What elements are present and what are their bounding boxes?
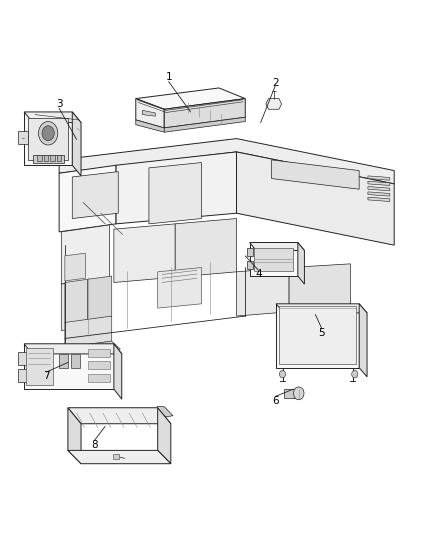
Polygon shape: [359, 304, 367, 377]
Polygon shape: [237, 152, 394, 245]
Polygon shape: [71, 354, 80, 368]
Polygon shape: [68, 450, 171, 464]
Polygon shape: [116, 152, 237, 224]
Text: 8: 8: [91, 440, 98, 450]
Polygon shape: [368, 176, 390, 180]
Polygon shape: [24, 112, 81, 123]
Polygon shape: [298, 243, 304, 284]
Polygon shape: [164, 117, 245, 132]
Polygon shape: [114, 224, 175, 282]
Polygon shape: [276, 304, 367, 313]
Polygon shape: [24, 112, 72, 165]
Circle shape: [42, 126, 54, 141]
Circle shape: [39, 122, 58, 145]
Polygon shape: [33, 155, 64, 163]
Polygon shape: [88, 374, 110, 382]
Polygon shape: [136, 99, 164, 128]
Polygon shape: [164, 99, 245, 128]
Polygon shape: [18, 352, 28, 365]
Polygon shape: [142, 110, 155, 116]
Polygon shape: [28, 118, 68, 160]
Polygon shape: [368, 187, 390, 191]
Polygon shape: [276, 304, 359, 368]
Polygon shape: [284, 389, 298, 398]
Polygon shape: [24, 344, 122, 354]
Polygon shape: [65, 316, 112, 348]
Text: 5: 5: [318, 328, 325, 338]
Text: 3: 3: [56, 99, 63, 109]
Polygon shape: [61, 225, 110, 284]
Polygon shape: [88, 349, 110, 357]
Polygon shape: [88, 276, 112, 320]
Polygon shape: [158, 268, 201, 308]
Polygon shape: [368, 192, 390, 196]
Polygon shape: [44, 155, 48, 161]
Polygon shape: [149, 163, 201, 224]
Circle shape: [352, 370, 358, 378]
Polygon shape: [65, 279, 88, 323]
Polygon shape: [68, 408, 81, 464]
Polygon shape: [158, 408, 171, 464]
Polygon shape: [61, 277, 110, 330]
Polygon shape: [50, 155, 55, 161]
Polygon shape: [136, 120, 164, 132]
Text: 2: 2: [272, 78, 279, 87]
Polygon shape: [72, 172, 118, 219]
Polygon shape: [24, 344, 114, 389]
Text: 4: 4: [255, 270, 262, 279]
Polygon shape: [272, 160, 359, 189]
Polygon shape: [136, 88, 245, 109]
Polygon shape: [72, 112, 81, 176]
Polygon shape: [26, 348, 53, 385]
Polygon shape: [368, 181, 390, 185]
Polygon shape: [250, 243, 298, 276]
Polygon shape: [247, 261, 253, 269]
Polygon shape: [279, 306, 356, 364]
Polygon shape: [65, 253, 85, 281]
Polygon shape: [266, 99, 282, 109]
Polygon shape: [65, 341, 120, 356]
Polygon shape: [254, 248, 293, 271]
Polygon shape: [18, 131, 28, 144]
Text: 1: 1: [165, 72, 172, 82]
Polygon shape: [157, 407, 173, 417]
Circle shape: [279, 370, 286, 378]
Polygon shape: [368, 197, 390, 201]
Polygon shape: [247, 248, 253, 256]
Polygon shape: [57, 155, 61, 161]
Polygon shape: [113, 454, 119, 459]
Polygon shape: [59, 354, 68, 368]
Polygon shape: [114, 344, 122, 399]
Polygon shape: [289, 264, 350, 313]
Text: 7: 7: [42, 371, 49, 381]
Polygon shape: [88, 361, 110, 369]
Polygon shape: [59, 165, 116, 232]
Polygon shape: [175, 219, 237, 277]
Circle shape: [293, 387, 304, 400]
Polygon shape: [37, 155, 42, 161]
Polygon shape: [68, 408, 171, 424]
Text: 6: 6: [272, 396, 279, 406]
Polygon shape: [250, 243, 304, 251]
Polygon shape: [18, 369, 28, 382]
Polygon shape: [59, 139, 394, 184]
Polygon shape: [237, 268, 289, 316]
